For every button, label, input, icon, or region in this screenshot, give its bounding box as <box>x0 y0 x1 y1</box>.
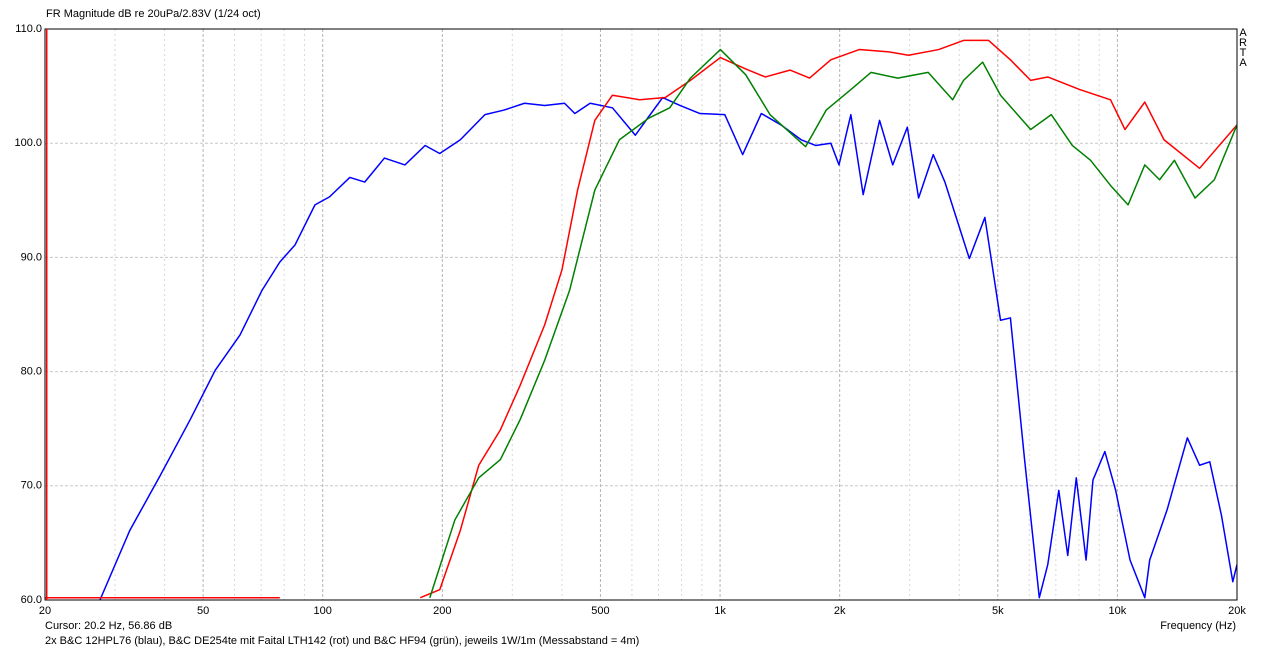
y-tick-label: 70.0 <box>21 480 42 492</box>
x-tick-label: 2k <box>834 605 846 617</box>
x-tick-label: 1k <box>714 605 726 617</box>
x-tick-label: 100 <box>314 605 332 617</box>
x-tick-label: 200 <box>433 605 451 617</box>
y-tick-label: 100.0 <box>14 137 42 149</box>
cursor-label: Cursor: 20.2 Hz, 56.86 dB <box>45 620 172 632</box>
y-tick-label: 80.0 <box>21 366 42 378</box>
caption: 2x B&C 12HPL76 (blau), B&C DE254te mit F… <box>45 635 639 647</box>
x-tick-label: 500 <box>591 605 609 617</box>
series-line <box>99 96 1237 600</box>
x-tick-label: 20 <box>39 605 51 617</box>
plot-area <box>45 29 1237 600</box>
series-line <box>45 39 1237 599</box>
y-tick-label: 110.0 <box>15 23 42 35</box>
x-tick-label: 5k <box>992 605 1004 617</box>
x-tick-label: 50 <box>197 605 209 617</box>
y-tick-label: 60.0 <box>21 594 42 606</box>
x-axis-label: Frequency (Hz) <box>1160 620 1236 632</box>
series-line <box>429 48 1237 598</box>
x-tick-label: 10k <box>1109 605 1127 617</box>
series-lines <box>45 39 1237 600</box>
plot-border <box>44 28 1238 601</box>
watermark: ARTA <box>1239 27 1247 69</box>
chart-title: FR Magnitude dB re 20uPa/2.83V (1/24 oct… <box>46 8 261 20</box>
y-tick-label: 90.0 <box>21 251 42 263</box>
x-tick-label: 20k <box>1228 605 1246 617</box>
